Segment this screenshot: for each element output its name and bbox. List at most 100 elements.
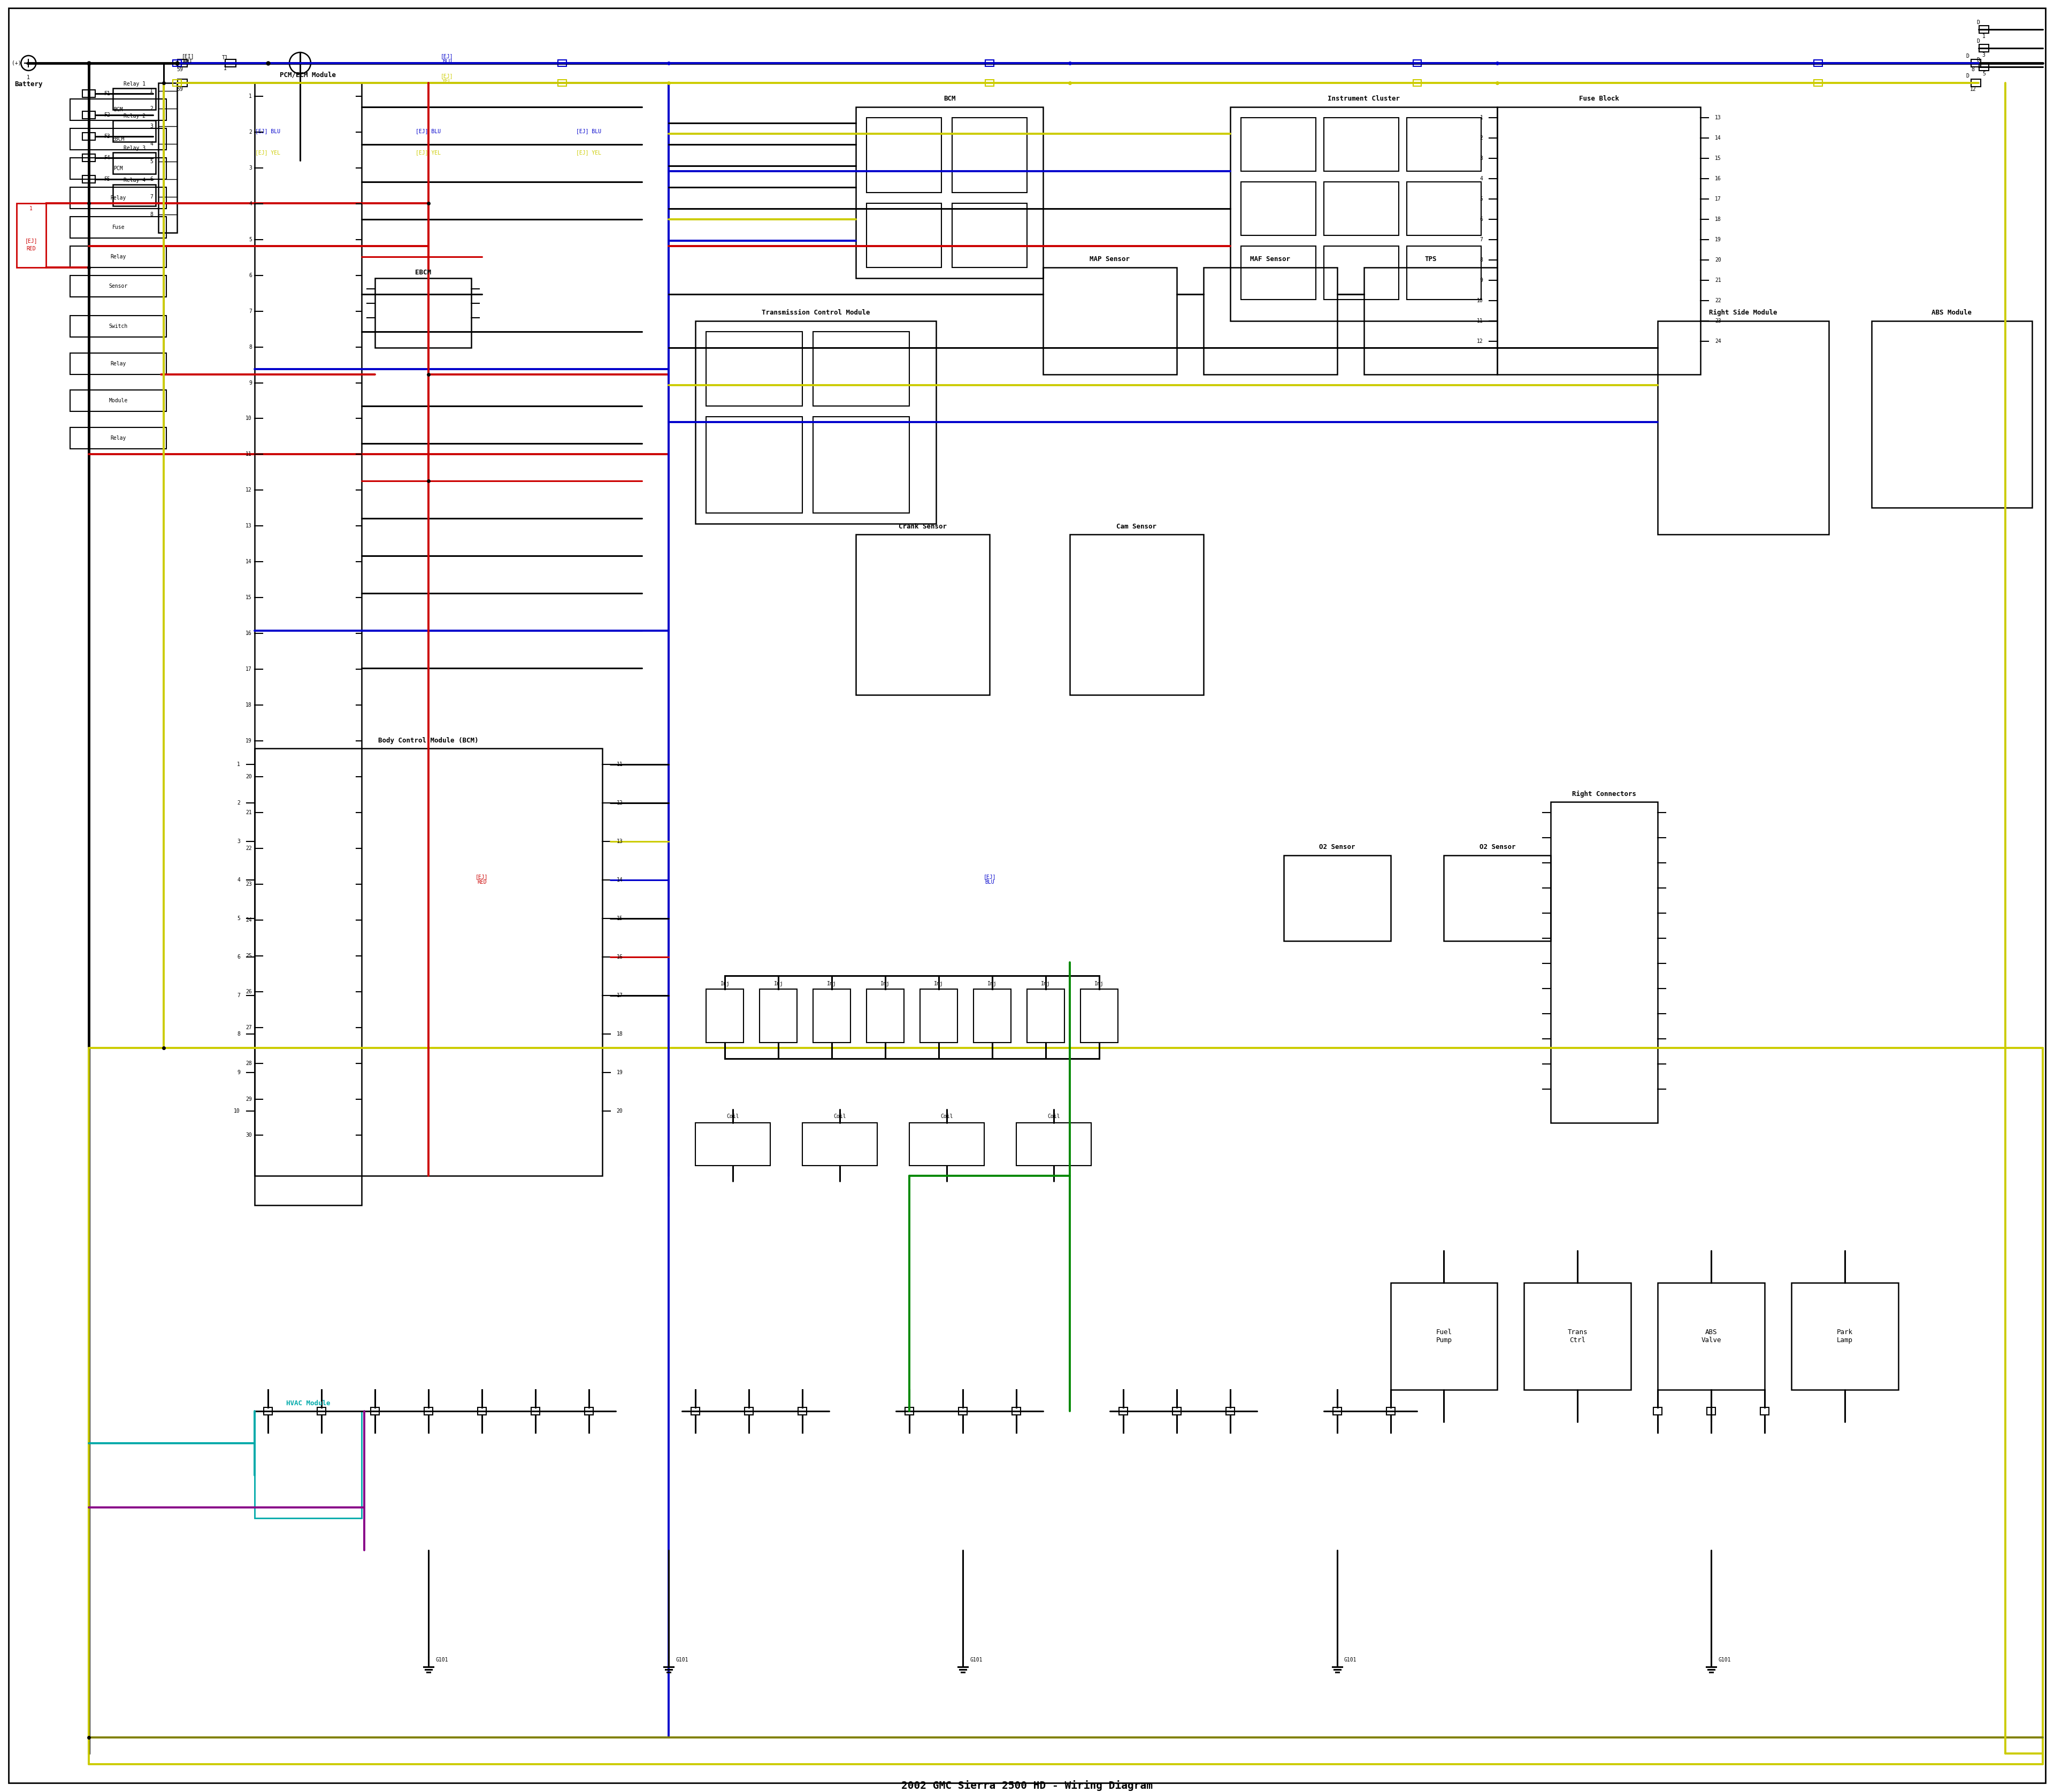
Text: 28: 28 — [246, 1061, 253, 1066]
Bar — [82, 133, 94, 140]
Text: 13: 13 — [246, 523, 253, 529]
Text: 14: 14 — [616, 878, 622, 882]
Text: 8: 8 — [150, 211, 154, 217]
Text: 6: 6 — [236, 953, 240, 959]
Bar — [255, 1412, 362, 1518]
Bar — [1407, 118, 1481, 170]
Text: F4: F4 — [105, 156, 111, 159]
Text: Inj: Inj — [774, 980, 783, 986]
Bar — [70, 246, 166, 267]
Text: 8: 8 — [236, 1030, 240, 1036]
Text: 5: 5 — [150, 159, 154, 165]
Bar — [1524, 1283, 1631, 1391]
Text: [EJ] BLU: [EJ] BLU — [575, 129, 602, 134]
Text: BCM: BCM — [943, 95, 955, 102]
Text: 2: 2 — [236, 801, 240, 806]
Text: 21: 21 — [246, 810, 253, 815]
Bar — [70, 276, 166, 297]
Text: Inj: Inj — [935, 980, 943, 986]
Text: 13: 13 — [1715, 115, 1721, 120]
Text: D: D — [1976, 38, 1980, 43]
Bar — [986, 59, 994, 66]
Text: Trans
Ctrl: Trans Ctrl — [1567, 1330, 1588, 1344]
Bar — [82, 111, 94, 118]
Text: F2: F2 — [105, 113, 111, 118]
Bar — [1978, 45, 1988, 52]
Bar — [559, 59, 567, 66]
Text: 12: 12 — [1970, 86, 1976, 91]
Bar — [559, 79, 567, 86]
Text: 7: 7 — [1479, 237, 1483, 242]
Text: 4: 4 — [1479, 176, 1483, 181]
Text: [EJ] YEL: [EJ] YEL — [575, 151, 602, 156]
Text: [EJ] BLU: [EJ] BLU — [415, 129, 442, 134]
Text: Right Connectors: Right Connectors — [1571, 790, 1637, 797]
Text: Relay 2: Relay 2 — [123, 113, 146, 118]
Bar — [423, 1407, 433, 1416]
Text: G101: G101 — [969, 1658, 982, 1663]
Bar — [70, 315, 166, 337]
Bar — [867, 202, 941, 267]
Text: Coil: Coil — [834, 1113, 846, 1118]
Bar — [70, 129, 166, 151]
Text: Body Control Module (BCM): Body Control Module (BCM) — [378, 737, 479, 744]
Bar — [1653, 1407, 1662, 1416]
Text: 16: 16 — [1715, 176, 1721, 181]
Text: 20: 20 — [1715, 256, 1721, 262]
Text: 1: 1 — [29, 206, 33, 211]
Text: 59: 59 — [177, 66, 183, 72]
Text: 26: 26 — [246, 989, 253, 995]
Bar — [1284, 855, 1391, 941]
Text: [EJ] YEL: [EJ] YEL — [255, 151, 281, 156]
Text: Right Side Module: Right Side Module — [1709, 310, 1777, 315]
Bar — [173, 59, 181, 66]
Bar — [1230, 108, 1497, 321]
Text: Coil: Coil — [727, 1113, 739, 1118]
Text: [EJ]: [EJ] — [984, 874, 996, 880]
Text: Instrument Cluster: Instrument Cluster — [1327, 95, 1401, 102]
Bar — [813, 332, 910, 407]
Bar — [813, 989, 850, 1043]
Bar — [70, 158, 166, 179]
Bar — [585, 1407, 594, 1416]
Bar — [1707, 1407, 1715, 1416]
Text: Relay: Relay — [111, 254, 125, 260]
Text: Relay 4: Relay 4 — [123, 177, 146, 183]
Bar — [1043, 267, 1177, 375]
Bar — [82, 154, 94, 161]
Bar — [1658, 321, 1828, 534]
Bar — [906, 1407, 914, 1416]
Text: 23: 23 — [246, 882, 253, 887]
Bar — [1814, 79, 1822, 86]
Bar — [70, 99, 166, 120]
Text: Fuse: Fuse — [113, 224, 125, 229]
Text: WHT: WHT — [183, 59, 193, 65]
Text: Fuse Block: Fuse Block — [1580, 95, 1619, 102]
Text: O2 Sensor: O2 Sensor — [1479, 844, 1516, 851]
Bar — [255, 749, 602, 1176]
Text: 12: 12 — [616, 801, 622, 806]
Text: D: D — [1976, 57, 1980, 63]
Text: TPS: TPS — [1425, 256, 1436, 263]
Text: Inj: Inj — [1095, 980, 1103, 986]
Bar — [113, 185, 156, 206]
Text: 2002 GMC Sierra 2500 HD - Wiring Diagram: 2002 GMC Sierra 2500 HD - Wiring Diagram — [902, 1779, 1152, 1790]
Text: 15: 15 — [616, 916, 622, 921]
Bar — [1814, 59, 1822, 66]
Text: 1: 1 — [150, 88, 154, 93]
Text: 9: 9 — [1479, 278, 1483, 283]
Text: Coil: Coil — [1048, 1113, 1060, 1118]
Text: Crank Sensor: Crank Sensor — [900, 523, 947, 530]
Text: HVAC Module: HVAC Module — [286, 1400, 331, 1407]
Text: 4: 4 — [236, 878, 240, 882]
Text: 16: 16 — [246, 631, 253, 636]
Bar — [707, 418, 803, 513]
Bar — [1407, 181, 1481, 235]
Bar — [1323, 181, 1399, 235]
Text: D: D — [1976, 20, 1980, 25]
Text: 22: 22 — [1715, 297, 1721, 303]
Bar — [1017, 1122, 1091, 1165]
Text: 1: 1 — [1982, 34, 1986, 39]
Text: Sensor: Sensor — [109, 283, 127, 289]
Text: Inj: Inj — [881, 980, 889, 986]
